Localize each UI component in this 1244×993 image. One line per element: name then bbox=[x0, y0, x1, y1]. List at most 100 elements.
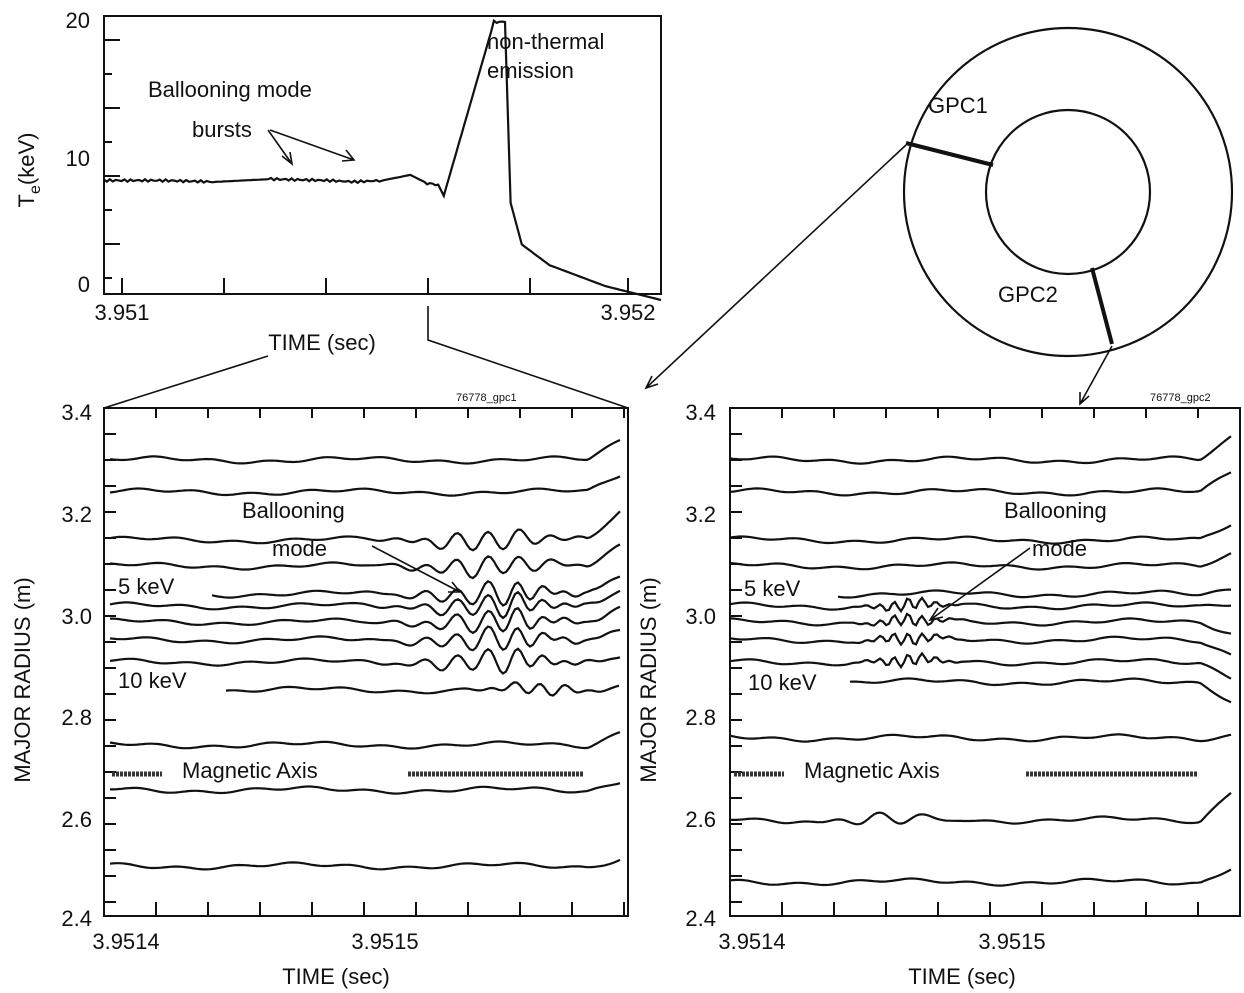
radius-trace bbox=[837, 588, 1231, 599]
bursts-arrow-2 bbox=[269, 129, 356, 162]
right-ytick: 3.0 bbox=[685, 604, 716, 629]
right-ytick: 2.4 bbox=[685, 906, 716, 931]
outer-ring bbox=[902, 26, 1234, 358]
radius-trace bbox=[109, 647, 621, 675]
gpc2-arrow bbox=[1079, 345, 1113, 406]
top-ylabel-sub: e bbox=[27, 185, 44, 194]
gpc1-label: GPC1 bbox=[928, 93, 988, 118]
right-traces bbox=[729, 435, 1232, 887]
right-xtick-39514: 3.9514 bbox=[718, 929, 785, 954]
radius-trace bbox=[110, 605, 621, 635]
left-ytick-labels: 3.4 3.2 3.0 2.8 2.6 2.4 bbox=[61, 400, 92, 931]
te-trace bbox=[103, 18, 662, 302]
radius-trace bbox=[109, 858, 621, 871]
left-shot-id: 76778_gpc1 bbox=[456, 392, 517, 404]
radius-trace bbox=[729, 435, 1232, 465]
left-ytick: 2.8 bbox=[61, 705, 92, 730]
top-ytick-20: 20 bbox=[66, 8, 90, 33]
right-shot-id: 76778_gpc2 bbox=[1150, 392, 1211, 404]
top-xtick-3952: 3.952 bbox=[600, 300, 655, 325]
top-te-chart: 20 10 0 3.951 3.952 TIME (sec) Te(keV) B… bbox=[14, 8, 662, 355]
radius-trace bbox=[729, 524, 1232, 545]
radius-trace bbox=[729, 552, 1232, 571]
gpc2-chord bbox=[1090, 267, 1114, 345]
left-ytick: 3.0 bbox=[61, 604, 92, 629]
right-xaxis-label: TIME (sec) bbox=[908, 964, 1016, 989]
right-ytick-labels: 3.4 3.2 3.0 2.8 2.6 2.4 bbox=[685, 400, 716, 931]
radius-trace bbox=[110, 782, 621, 795]
right-ytick: 2.8 bbox=[685, 705, 716, 730]
bursts-arrow-1 bbox=[267, 129, 294, 166]
left-10kev-label: 10 keV bbox=[118, 668, 187, 693]
left-plot-frame bbox=[103, 407, 629, 917]
inner-ring bbox=[984, 108, 1152, 276]
left-ytick: 3.2 bbox=[61, 502, 92, 527]
top-tick-marks bbox=[104, 39, 629, 294]
right-mode-label-line2: mode bbox=[1032, 536, 1087, 561]
gpc1-chord bbox=[905, 141, 994, 167]
top-ylabel-T: T bbox=[14, 194, 39, 207]
radius-trace bbox=[109, 731, 621, 750]
radius-trace bbox=[729, 612, 1232, 635]
right-yaxis-label: MAJOR RADIUS (m) bbox=[636, 577, 661, 782]
right-10kev-label: 10 keV bbox=[748, 670, 817, 695]
radius-trace bbox=[109, 439, 621, 465]
radius-trace bbox=[109, 510, 621, 552]
left-ytick: 2.4 bbox=[61, 906, 92, 931]
right-gpc2-chart: 76778_gpc2 3.4 3.2 3.0 2.8 2.6 2.4 3.951… bbox=[636, 392, 1241, 989]
radius-trace bbox=[109, 543, 621, 580]
radius-trace bbox=[211, 575, 621, 607]
right-mode-label-line1: Ballooning bbox=[1004, 498, 1107, 523]
left-yaxis-label: MAJOR RADIUS (m) bbox=[10, 577, 35, 782]
left-ytick: 2.6 bbox=[61, 807, 92, 832]
radius-trace bbox=[109, 475, 621, 497]
bursts-label-line2: bursts bbox=[192, 117, 252, 142]
gpc1-arrow bbox=[644, 144, 907, 390]
top-yaxis-label: Te(keV) bbox=[14, 133, 44, 208]
radius-trace bbox=[729, 651, 1232, 680]
right-ytick: 2.6 bbox=[685, 807, 716, 832]
left-mode-label-line2: mode bbox=[272, 536, 327, 561]
left-ytick: 3.4 bbox=[61, 400, 92, 425]
left-traces bbox=[109, 439, 621, 871]
top-plot-frame bbox=[103, 15, 662, 295]
radius-trace bbox=[849, 677, 1232, 704]
left-tick-marks bbox=[104, 408, 625, 916]
right-magnetic-axis-label: Magnetic Axis bbox=[804, 758, 940, 783]
right-ytick: 3.2 bbox=[685, 502, 716, 527]
zoom-guide-right bbox=[427, 306, 629, 409]
right-mode-arrow bbox=[928, 547, 1031, 622]
top-xtick-3951: 3.951 bbox=[94, 300, 149, 325]
radius-trace bbox=[225, 681, 620, 697]
radius-trace bbox=[729, 792, 1232, 826]
gpc-ring-diagram: GPC1 GPC2 bbox=[644, 26, 1234, 406]
left-mode-label-line1: Ballooning bbox=[242, 498, 345, 523]
top-ytick-10: 10 bbox=[66, 146, 90, 171]
bursts-label-line1: Ballooning mode bbox=[148, 77, 312, 102]
left-gpc1-chart: 76778_gpc1 3.4 3.2 3.0 2.8 2.6 2.4 3.951… bbox=[10, 392, 629, 989]
right-xtick-39515: 3.9515 bbox=[978, 929, 1045, 954]
left-xaxis-label: TIME (sec) bbox=[282, 964, 390, 989]
left-5kev-label: 5 keV bbox=[118, 574, 175, 599]
radius-trace bbox=[729, 471, 1232, 497]
zoom-guide-left bbox=[103, 355, 269, 409]
right-ytick: 3.4 bbox=[685, 400, 716, 425]
left-xtick-39514: 3.9514 bbox=[92, 929, 159, 954]
right-plot-frame bbox=[729, 407, 1241, 917]
nonthermal-label-line1: non-thermal bbox=[487, 29, 604, 54]
radius-trace bbox=[109, 589, 621, 620]
left-mode-arrow bbox=[371, 545, 462, 593]
top-ylabel-unit: (keV) bbox=[14, 133, 39, 186]
radius-trace bbox=[109, 625, 621, 652]
right-5kev-label: 5 keV bbox=[744, 576, 801, 601]
radius-trace bbox=[729, 596, 1232, 614]
nonthermal-label-line2: emission bbox=[487, 58, 574, 83]
left-xtick-39515: 3.9515 bbox=[351, 929, 418, 954]
top-ytick-0: 0 bbox=[78, 272, 90, 297]
left-magnetic-axis-label: Magnetic Axis bbox=[182, 758, 318, 783]
radius-trace bbox=[729, 868, 1232, 887]
radius-trace bbox=[729, 733, 1232, 743]
radius-trace bbox=[729, 631, 1232, 656]
top-xaxis-label: TIME (sec) bbox=[268, 330, 376, 355]
